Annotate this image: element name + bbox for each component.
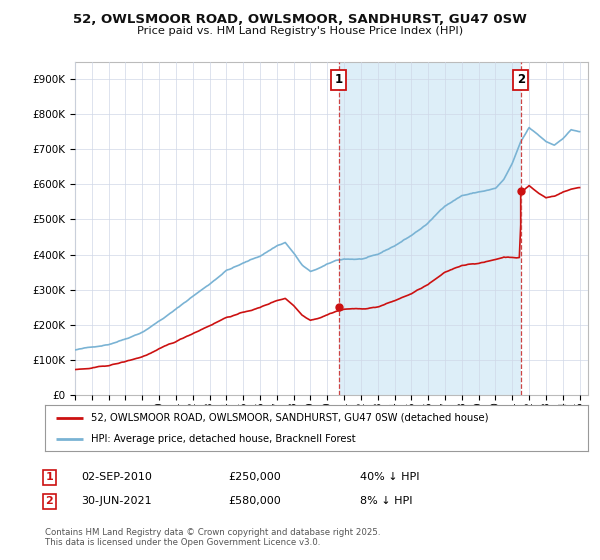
Text: 2: 2 — [517, 73, 525, 86]
Text: £580,000: £580,000 — [228, 496, 281, 506]
Text: 1: 1 — [335, 73, 343, 86]
Text: 8% ↓ HPI: 8% ↓ HPI — [360, 496, 413, 506]
Text: 30-JUN-2021: 30-JUN-2021 — [81, 496, 152, 506]
Text: 52, OWLSMOOR ROAD, OWLSMOOR, SANDHURST, GU47 0SW (detached house): 52, OWLSMOOR ROAD, OWLSMOOR, SANDHURST, … — [91, 413, 488, 423]
Text: 2: 2 — [46, 496, 53, 506]
Text: 40% ↓ HPI: 40% ↓ HPI — [360, 472, 419, 482]
Text: 1: 1 — [46, 472, 53, 482]
Text: £250,000: £250,000 — [228, 472, 281, 482]
Bar — [338, 62, 521, 395]
Text: Price paid vs. HM Land Registry's House Price Index (HPI): Price paid vs. HM Land Registry's House … — [137, 26, 463, 36]
Text: HPI: Average price, detached house, Bracknell Forest: HPI: Average price, detached house, Brac… — [91, 435, 356, 444]
Text: 02-SEP-2010: 02-SEP-2010 — [81, 472, 152, 482]
Text: Contains HM Land Registry data © Crown copyright and database right 2025.
This d: Contains HM Land Registry data © Crown c… — [45, 528, 380, 548]
Text: 52, OWLSMOOR ROAD, OWLSMOOR, SANDHURST, GU47 0SW: 52, OWLSMOOR ROAD, OWLSMOOR, SANDHURST, … — [73, 13, 527, 26]
